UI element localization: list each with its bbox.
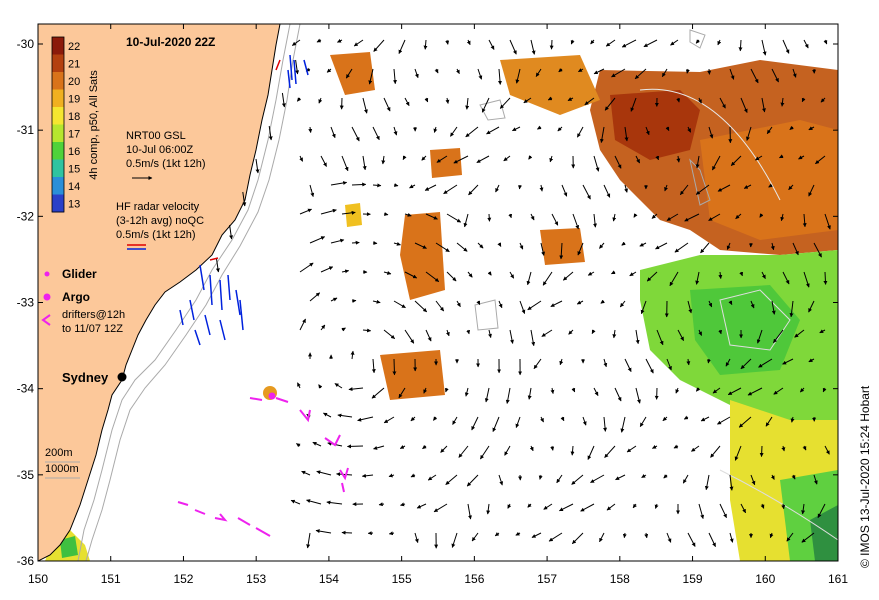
gsl-legend-line1: NRT00 GSL	[126, 130, 186, 142]
colorbar-tick-label: 14	[68, 181, 80, 193]
map-title: 10-Jul-2020 22Z	[126, 35, 215, 49]
drifter-tracks	[177, 392, 349, 537]
velocity-arrows	[215, 38, 831, 549]
colorbar-swatch	[52, 159, 64, 178]
lon-tick-label: 150	[28, 572, 48, 586]
colorbar-swatch	[52, 177, 64, 195]
lon-tick-label: 154	[319, 572, 339, 586]
glider-legend-icon	[44, 271, 50, 277]
colorbar-tick-label: 18	[68, 111, 80, 123]
land-mass	[38, 24, 281, 561]
colorbar-tick-label: 13	[68, 198, 80, 210]
depth-legend: 200m 1000m	[45, 447, 80, 479]
lon-tick-label: 153	[246, 572, 266, 586]
hf-legend-line1: HF radar velocity	[116, 201, 200, 213]
colorbar-tick-label: 21	[68, 58, 80, 70]
lat-tick-label: -31	[17, 123, 35, 137]
lon-tick-label: 156	[464, 572, 484, 586]
drifter-legend-icon	[41, 314, 51, 326]
colorbar-swatch	[52, 72, 64, 90]
lat-tick-label: -30	[17, 37, 35, 51]
colorbar-swatch	[52, 142, 64, 160]
colorbar-swatch	[52, 107, 64, 125]
lon-tick-label: 155	[392, 572, 412, 586]
argo-legend-label: Argo	[62, 290, 90, 304]
colorbar-label: 4h comp, p50, All Sats	[88, 70, 100, 180]
drifter-legend-line2: to 11/07 12Z	[62, 323, 123, 335]
lat-tick-label: -32	[17, 209, 35, 223]
colorbar-tick-label: 15	[68, 163, 80, 175]
gsl-legend-line3: 0.5m/s (1kt 12h)	[126, 158, 205, 170]
gsl-legend-line2: 10-Jul 06:00Z	[126, 144, 194, 156]
lat-tick-label: -35	[17, 468, 35, 482]
platform-legend: Glider Argo drifters@12h to 11/07 12Z	[41, 267, 125, 335]
drifter-legend-line1: drifters@12h	[62, 309, 125, 321]
colorbar-swatch	[52, 124, 64, 143]
hf-legend: HF radar velocity (3-12h avg) noQC 0.5m/…	[116, 201, 204, 250]
latitude-axis: -30 -31 -32 -33 -34 -35 -36	[17, 37, 838, 568]
lat-tick-label: -34	[17, 382, 35, 396]
colorbar-swatch	[52, 194, 64, 213]
colorbar-tick-label: 17	[68, 128, 80, 140]
colorbar: 22 21 20 19 18 17 16 15 14 13 4h comp, p50, All S…	[51, 36, 100, 213]
colorbar-tick-label: 20	[68, 76, 80, 88]
colorbar-swatch	[52, 37, 64, 55]
hf-radar-vectors	[179, 54, 309, 346]
lon-tick-label: 160	[755, 572, 775, 586]
hf-legend-line2: (3-12h avg) noQC	[116, 215, 204, 227]
colorbar-tick-label: 19	[68, 93, 80, 105]
lon-tick-label: 158	[610, 572, 630, 586]
sydney-label: Sydney	[62, 370, 109, 385]
lon-tick-label: 159	[683, 572, 703, 586]
colorbar-tick-label: 16	[68, 146, 80, 158]
lon-tick-label: 157	[537, 572, 557, 586]
colorbar-swatch	[52, 54, 64, 73]
lon-tick-label: 151	[101, 572, 121, 586]
argo-legend-icon	[43, 293, 51, 301]
lon-tick-label: 161	[828, 572, 848, 586]
lat-tick-label: -33	[17, 296, 35, 310]
colorbar-swatch	[52, 89, 64, 108]
depth-legend-200m: 200m	[45, 447, 73, 459]
depth-contours	[77, 24, 838, 561]
gsl-legend: NRT00 GSL 10-Jul 06:00Z 0.5m/s (1kt 12h)	[126, 130, 205, 180]
colorbar-tick-label: 22	[68, 41, 80, 53]
longitude-axis: 150 151 152 153 154 155 156 157 158 159 160 161	[28, 24, 848, 586]
lat-tick-label: -36	[17, 554, 35, 568]
hf-legend-line3: 0.5m/s (1kt 12h)	[116, 229, 195, 241]
glider-legend-label: Glider	[62, 267, 97, 281]
sydney-marker	[117, 372, 127, 382]
lon-tick-label: 152	[173, 572, 193, 586]
credit-text: © IMOS 13-Jul-2020 15:24 Hobart	[858, 385, 872, 568]
depth-legend-1000m: 1000m	[45, 463, 79, 475]
